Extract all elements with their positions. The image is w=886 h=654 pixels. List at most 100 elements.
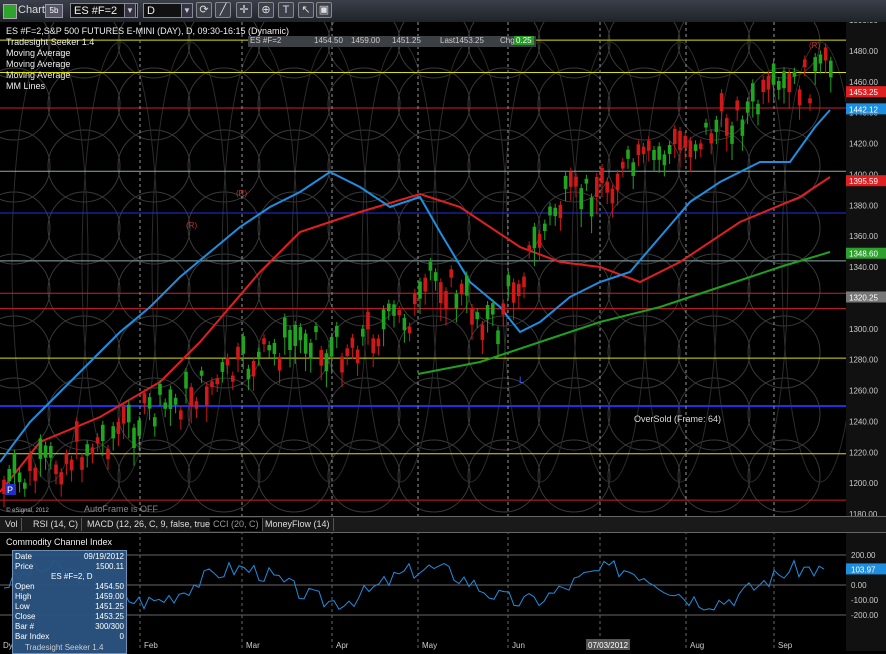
data-window-value: ES #F=2, D [51, 572, 93, 581]
candle-body [402, 317, 407, 331]
frame-circle [467, 315, 541, 389]
candle-body [158, 383, 162, 395]
frame-circle [537, 377, 611, 451]
interval-input[interactable] [143, 3, 193, 18]
link-button[interactable]: 5b [45, 4, 63, 18]
data-window-footer: Tradesight Seeker 1.4 [25, 643, 104, 652]
candle-body [761, 79, 765, 93]
cci-axis-label: 0.00 [851, 581, 867, 590]
lock-icon[interactable]: ▣ [316, 2, 332, 18]
symbol-dropdown-icon[interactable]: ▼ [124, 3, 136, 18]
candle-body [324, 353, 329, 372]
candle-body [667, 144, 672, 154]
candle-body [787, 73, 791, 93]
frame-circle [117, 129, 191, 203]
candle-body [38, 438, 43, 459]
candle-body [137, 420, 141, 436]
price-tag [846, 103, 886, 115]
symbol-input[interactable] [70, 3, 138, 18]
frame-ellipse [711, 41, 789, 483]
price-chart[interactable]: 1500.001480.001460.001440.001420.001400.… [0, 22, 886, 652]
candle-body [7, 468, 11, 482]
frame-circle [257, 67, 331, 141]
frame-circle [467, 67, 541, 141]
candle-body [2, 479, 6, 494]
tab-vol[interactable]: Vol [2, 518, 22, 531]
candle-body [64, 453, 69, 464]
quote-chg-label: Chg [500, 36, 515, 45]
candle-body [480, 324, 485, 340]
price-tag-label: 1442.12 [849, 105, 878, 114]
study-label: Moving Average [6, 48, 71, 58]
frame-circle [47, 129, 121, 203]
frame-circle [677, 67, 751, 141]
candle-body [543, 223, 547, 232]
frame-circle [327, 67, 401, 141]
l-marker: L [519, 375, 524, 385]
text-icon[interactable]: T [278, 2, 294, 18]
frame-circle [607, 315, 681, 389]
r-marker: (R) [186, 221, 197, 230]
frame-circle [677, 315, 751, 389]
candle-body [569, 171, 573, 187]
candle-body [293, 324, 297, 346]
cci-axis-label: -200.00 [851, 611, 879, 620]
tab-cci[interactable]: CCI (20, C) [210, 518, 263, 531]
frame-circle [47, 315, 121, 389]
data-window[interactable]: Date 09/19/2012 Price 1500.11 ES #F=2, D Open… [12, 550, 127, 654]
candle-body [199, 370, 204, 376]
frame-circle [537, 129, 611, 203]
frame-circle [327, 315, 401, 389]
crosshair-icon[interactable]: ✛ [236, 2, 252, 18]
data-window-key: Bar # [15, 622, 35, 631]
frame-circle [607, 377, 681, 451]
date-tag [586, 639, 630, 650]
candle-body [813, 57, 817, 72]
candle-body [17, 472, 22, 483]
data-window-row: Low 1451.25 [15, 602, 124, 612]
candle-body [179, 410, 183, 420]
price-tag [846, 291, 886, 303]
month-label: Sep [778, 641, 793, 650]
candle-body [142, 393, 147, 404]
price-axis-label: 1480.00 [849, 47, 878, 56]
data-window-row: Bar # 300/300 [15, 622, 124, 632]
candle-body [220, 362, 225, 372]
tab-macd[interactable]: MACD (12, 26, C, 9, false, true) [84, 518, 218, 531]
frame-circle [747, 377, 821, 451]
frame-circle [397, 129, 471, 203]
draw-line-icon[interactable]: ╱ [215, 2, 231, 18]
frame-circle [47, 439, 121, 513]
ma-blue-line [0, 109, 831, 463]
data-window-value: 1451.25 [95, 602, 124, 611]
quote-last: 1453.25 [455, 36, 484, 45]
refresh-icon[interactable]: ⟳ [196, 2, 212, 18]
candle-body [693, 144, 698, 151]
cci-value-label: 103.97 [851, 565, 876, 574]
candle-body [454, 293, 459, 309]
data-window-row: Bar Index 0 [15, 632, 124, 642]
candle-body [428, 261, 433, 271]
quote-symbol: ES #F=2 [250, 36, 282, 45]
candle-body [756, 103, 760, 115]
tab-moneyflow[interactable]: MoneyFlow (14) [262, 518, 334, 531]
price-tag-label: 1395.59 [849, 177, 878, 186]
interval-dropdown-icon[interactable]: ▼ [181, 3, 193, 18]
frame-circle [117, 439, 191, 513]
candle-body [231, 375, 235, 382]
tab-rsi[interactable]: RSI (14, C) [30, 518, 83, 531]
cci-axis-label: 200.00 [851, 551, 876, 560]
candle-body [397, 310, 401, 316]
zoom-icon[interactable]: ⊕ [258, 2, 274, 18]
data-window-value: 1454.50 [95, 582, 124, 591]
cci-panel [0, 531, 846, 651]
frame-ellipse [571, 41, 649, 483]
frame-circle [117, 377, 191, 451]
candle-body [241, 336, 245, 354]
candle-body [678, 130, 682, 151]
cursor-icon[interactable]: ↖ [298, 2, 314, 18]
month-label: Dy [3, 641, 13, 650]
study-label: Tradesight Seeker 1.4 [6, 37, 95, 47]
frame-circle [0, 129, 51, 203]
frame-ellipse [81, 41, 159, 483]
